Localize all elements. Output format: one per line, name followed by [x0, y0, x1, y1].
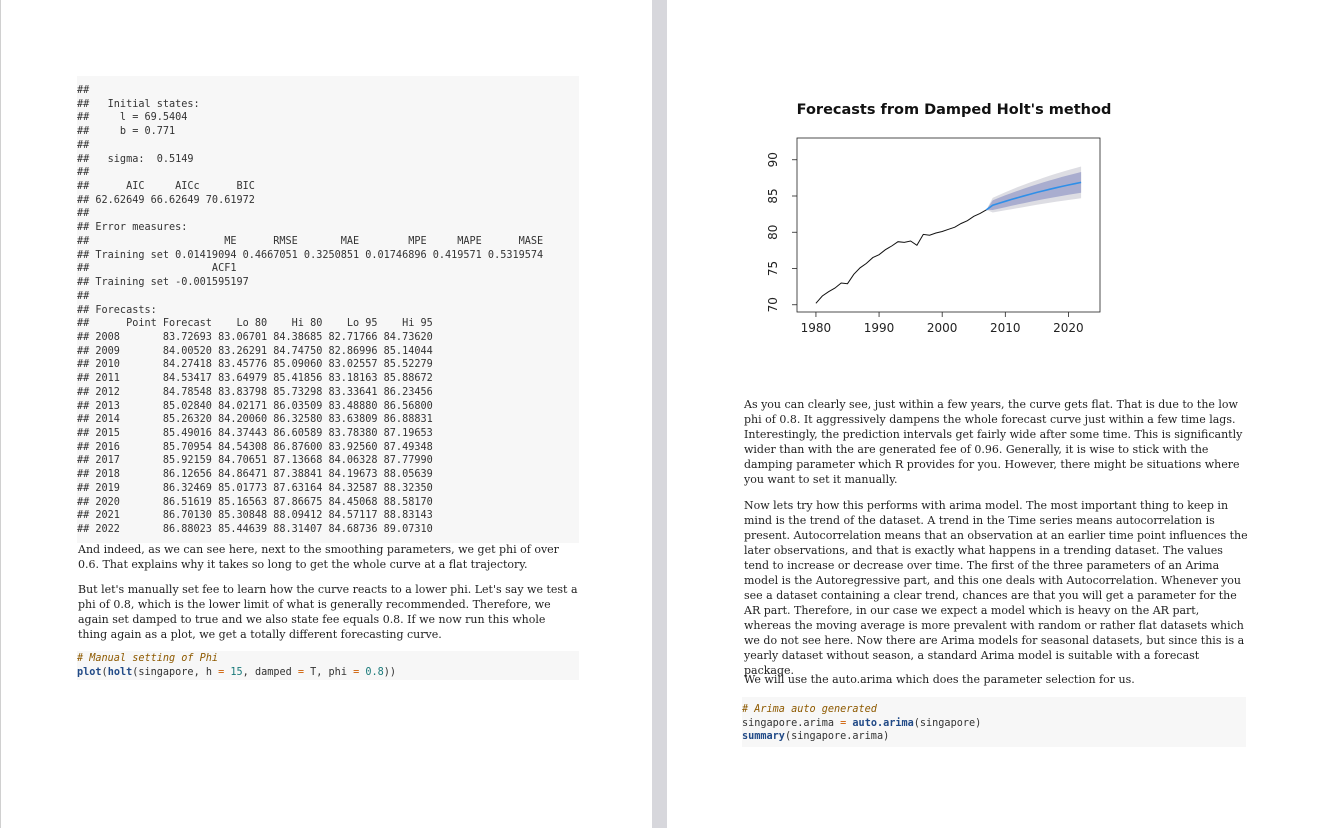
chart-title: Forecasts from Damped Holt's method [797, 102, 1112, 118]
output-line: ## [77, 167, 90, 179]
code-line-plot: plot(holt(singapore, h = 15, damped = T,… [77, 666, 397, 678]
output-line: ## l = 69.5404 [77, 112, 188, 124]
output-line: ## sigma: 0.5149 [77, 153, 194, 165]
y-tick-label: 80 [766, 225, 780, 240]
output-line: ## ME RMSE MAE MPE MAPE MASE [77, 235, 544, 247]
y-tick-label: 85 [766, 188, 780, 203]
output-line: ## 2015 85.49016 84.37443 86.60589 83.78… [77, 427, 433, 439]
output-line: ## 2008 83.72693 83.06701 84.38685 82.71… [77, 331, 433, 343]
output-line: ## [77, 85, 90, 96]
output-line: ## [77, 290, 90, 302]
output-line: ## Initial states: [77, 98, 200, 110]
y-tick-label: 75 [766, 261, 780, 276]
output-line: ## 2013 85.02840 84.02171 86.03509 83.48… [77, 400, 433, 412]
output-line: ## 2022 86.88023 85.44639 88.31407 84.68… [77, 524, 433, 535]
x-tick-label: 2020 [1053, 321, 1084, 335]
plot-frame [796, 137, 1101, 313]
output-line: ## 2021 86.70130 85.30848 88.09412 84.57… [77, 510, 433, 522]
x-tick-label: 2010 [990, 321, 1021, 335]
code-auto-arima: # Arima auto generated singapore.arima = … [742, 697, 1246, 747]
output-line: ## 2009 84.00520 83.26291 84.74750 82.86… [77, 345, 433, 357]
output-line: ## 2010 84.27418 83.45776 85.09060 83.02… [77, 359, 433, 371]
output-line: ## 2012 84.78548 83.83798 85.73298 83.33… [77, 386, 433, 398]
left-page: ## ## Initial states: ## l = 69.5404 ## b =… [0, 0, 653, 828]
code-manual-phi: # Manual setting of Phi plot(holt(singapo… [77, 651, 579, 680]
series-history [815, 209, 987, 304]
output-line: ## ACF1 [77, 263, 237, 275]
output-line: ## 62.62649 66.62649 70.61972 [77, 194, 255, 206]
output-line: ## Training set 0.01419094 0.4667051 0.3… [77, 249, 544, 261]
forecast-chart: Forecasts from Damped Holt's method 1980… [766, 102, 1112, 335]
output-line: ## 2014 85.26320 84.20060 86.32580 83.63… [77, 414, 433, 426]
output-line: ## Point Forecast Lo 80 Hi 80 Lo 95 Hi 9… [77, 318, 433, 330]
output-line: ## 2011 84.53417 83.64979 85.41856 83.18… [77, 373, 433, 385]
paragraph-auto-arima: We will use the auto.arima which does th… [744, 673, 1135, 686]
code-line-summary: summary(singapore.arima) [742, 731, 890, 743]
paragraph-phi-explanation: And indeed, as we can see here, next to … [78, 543, 559, 571]
output-line: ## 2020 86.51619 85.16563 87.86675 84.45… [77, 496, 433, 508]
output-line: ## Forecasts: [77, 304, 157, 316]
r-output-block: ## ## Initial states: ## l = 69.5404 ## b =… [77, 76, 579, 543]
page-gutter [652, 0, 667, 828]
code-comment: # Arima auto generated [742, 704, 877, 715]
output-line: ## [77, 208, 90, 220]
output-line: ## [77, 139, 90, 151]
y-tick-label: 90 [766, 152, 780, 167]
output-line: ## 2017 85.92159 84.70651 87.13668 84.06… [77, 455, 433, 467]
series-forecast [985, 181, 1082, 211]
x-tick-label: 2000 [927, 321, 958, 335]
code-comment: # Manual setting of Phi [77, 653, 219, 664]
output-line: ## Training set -0.001595197 [77, 277, 249, 289]
code-line-assign: singapore.arima = auto.arima(singapore) [742, 717, 982, 729]
output-line: ## AIC AICc BIC [77, 181, 255, 193]
x-tick-label: 1990 [864, 321, 895, 335]
output-line: ## 2019 86.32469 85.01773 87.63164 84.32… [77, 482, 433, 494]
y-tick-label: 70 [766, 297, 780, 312]
paragraph-flat-curve: As you can clearly see, just within a fe… [744, 398, 1243, 486]
output-line: ## 2016 85.70954 84.54308 86.87600 83.92… [77, 441, 433, 453]
output-line: ## Error measures: [77, 222, 188, 234]
output-line: ## 2018 86.12656 84.86471 87.38841 84.19… [77, 469, 433, 481]
paragraph-manual-phi: But let's manually set fee to learn how … [78, 583, 578, 641]
output-line: ## b = 0.771 [77, 126, 176, 138]
paragraph-arima: Now lets try how this performs with arim… [744, 499, 1248, 677]
x-tick-label: 1980 [801, 321, 832, 335]
